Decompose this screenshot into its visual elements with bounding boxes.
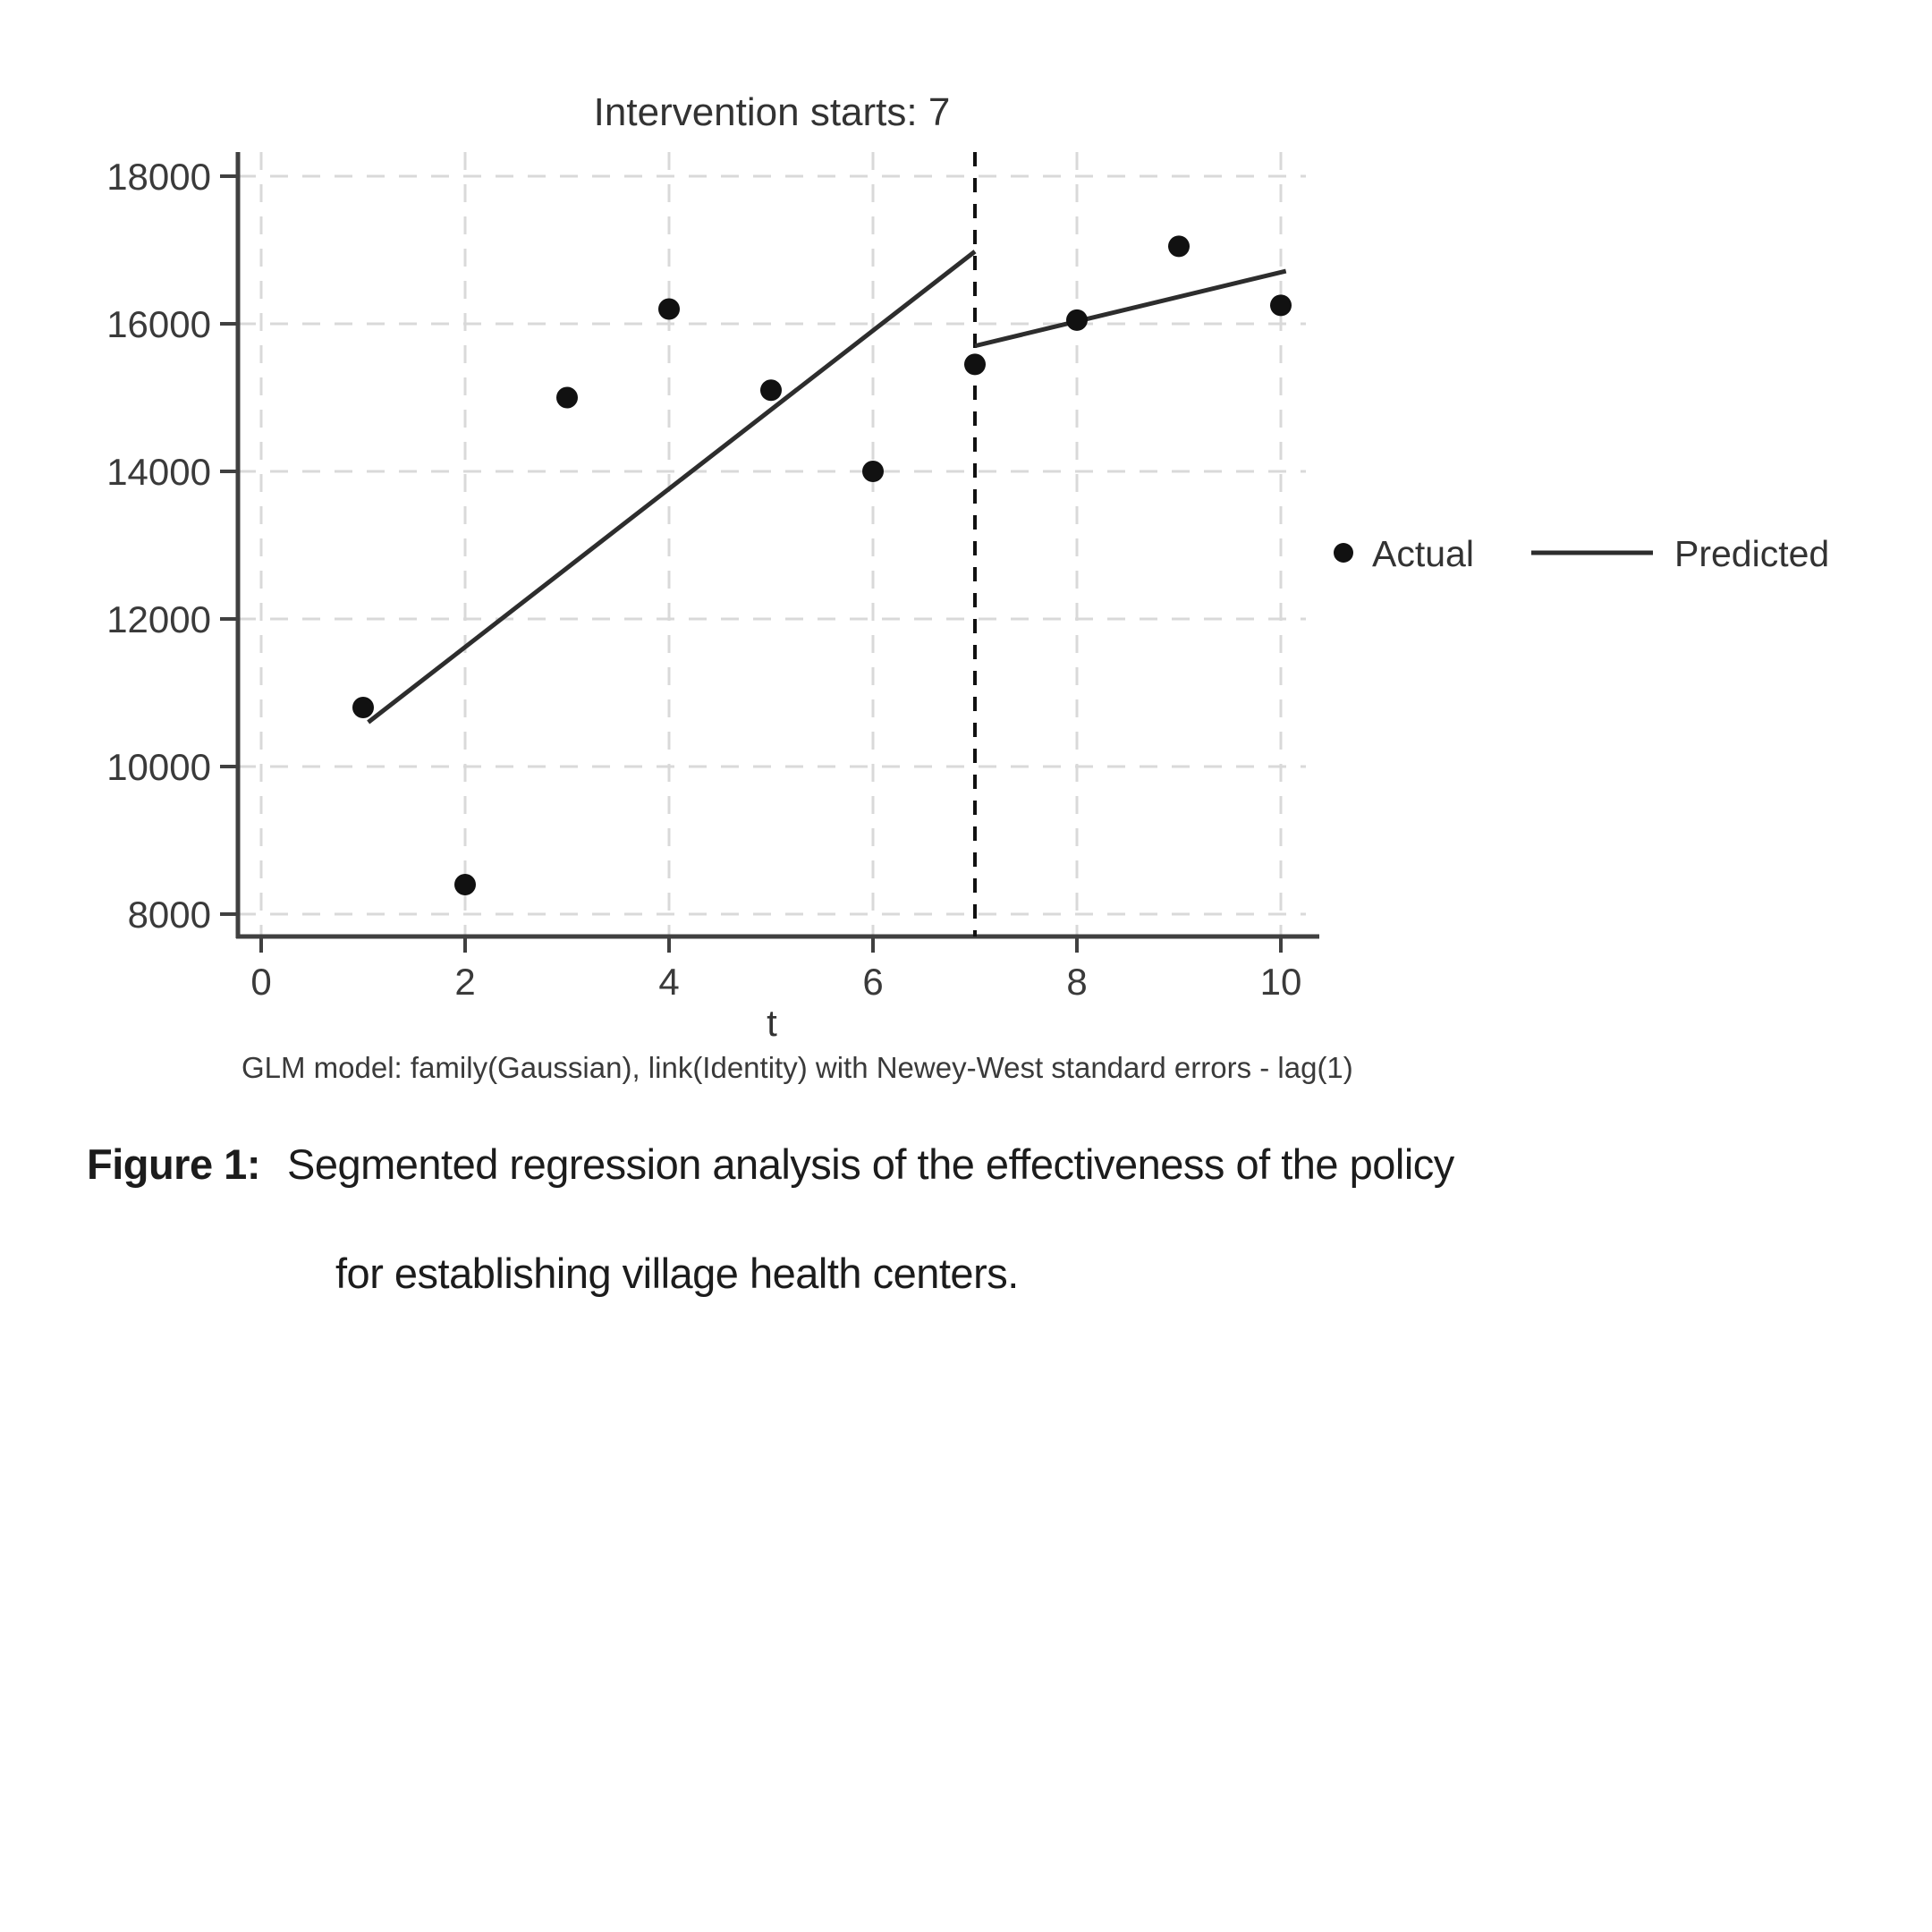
- legend-dot-icon: [1334, 543, 1353, 563]
- axes: [235, 152, 1319, 939]
- y-tick-label: 8000: [128, 894, 211, 936]
- x-tick-label: 10: [1260, 961, 1302, 1003]
- y-tick-label: 14000: [106, 451, 211, 493]
- legend: Actual Predicted: [1334, 533, 1829, 574]
- actual-points: [352, 235, 1292, 895]
- x-tick-label: 8: [1066, 961, 1087, 1003]
- actual-point: [964, 353, 986, 376]
- legend-actual-label: Actual: [1372, 533, 1474, 574]
- actual-point: [352, 697, 374, 718]
- model-note: GLM model: family(Gaussian), link(Identi…: [242, 1051, 1353, 1084]
- predicted-segment: [367, 250, 977, 724]
- figure-caption: Figure 1: Segmented regression analysis o…: [87, 1138, 1454, 1301]
- actual-point: [1270, 294, 1292, 317]
- actual-point: [556, 386, 578, 409]
- caption-line-1: Figure 1: Segmented regression analysis o…: [87, 1138, 1454, 1191]
- caption-text-line1: Segmented regression analysis of the eff…: [286, 1140, 1454, 1188]
- predicted-line: [367, 250, 1287, 724]
- actual-point: [658, 298, 680, 320]
- segmented-regression-chart: 8000 10000 12000 14000 16000 18000 0 2 4 6 8 10 Inte…: [106, 90, 1829, 1084]
- gridlines: [238, 152, 1306, 936]
- x-tick-label: 2: [454, 961, 475, 1003]
- y-tick-label: 18000: [106, 156, 211, 198]
- chart-title: Intervention starts: 7: [594, 90, 951, 134]
- actual-point: [1168, 235, 1190, 258]
- actual-point: [862, 461, 884, 482]
- x-tick-label: 4: [658, 961, 679, 1003]
- legend-predicted-label: Predicted: [1674, 533, 1829, 574]
- figure-1: 8000 10000 12000 14000 16000 18000 0 2 4 6 8 10 Inte…: [87, 90, 1829, 1301]
- actual-point: [454, 874, 476, 895]
- x-tick-label: 6: [862, 961, 883, 1003]
- y-tick-label: 16000: [106, 303, 211, 345]
- actual-point: [760, 379, 782, 402]
- y-tick-label: 12000: [106, 598, 211, 640]
- x-tick-label: 0: [250, 961, 271, 1003]
- x-axis-label: t: [767, 1002, 777, 1044]
- caption-text-line2: for establishing village health centers.: [335, 1250, 1019, 1297]
- y-tick-label: 10000: [106, 746, 211, 788]
- caption-figure-label: Figure 1:: [87, 1140, 260, 1188]
- tick-labels: 8000 10000 12000 14000 16000 18000 0 2 4 6 8 10: [106, 156, 1301, 1003]
- tick-marks: [220, 174, 1283, 953]
- actual-point: [1066, 309, 1088, 331]
- predicted-segment: [974, 268, 1287, 349]
